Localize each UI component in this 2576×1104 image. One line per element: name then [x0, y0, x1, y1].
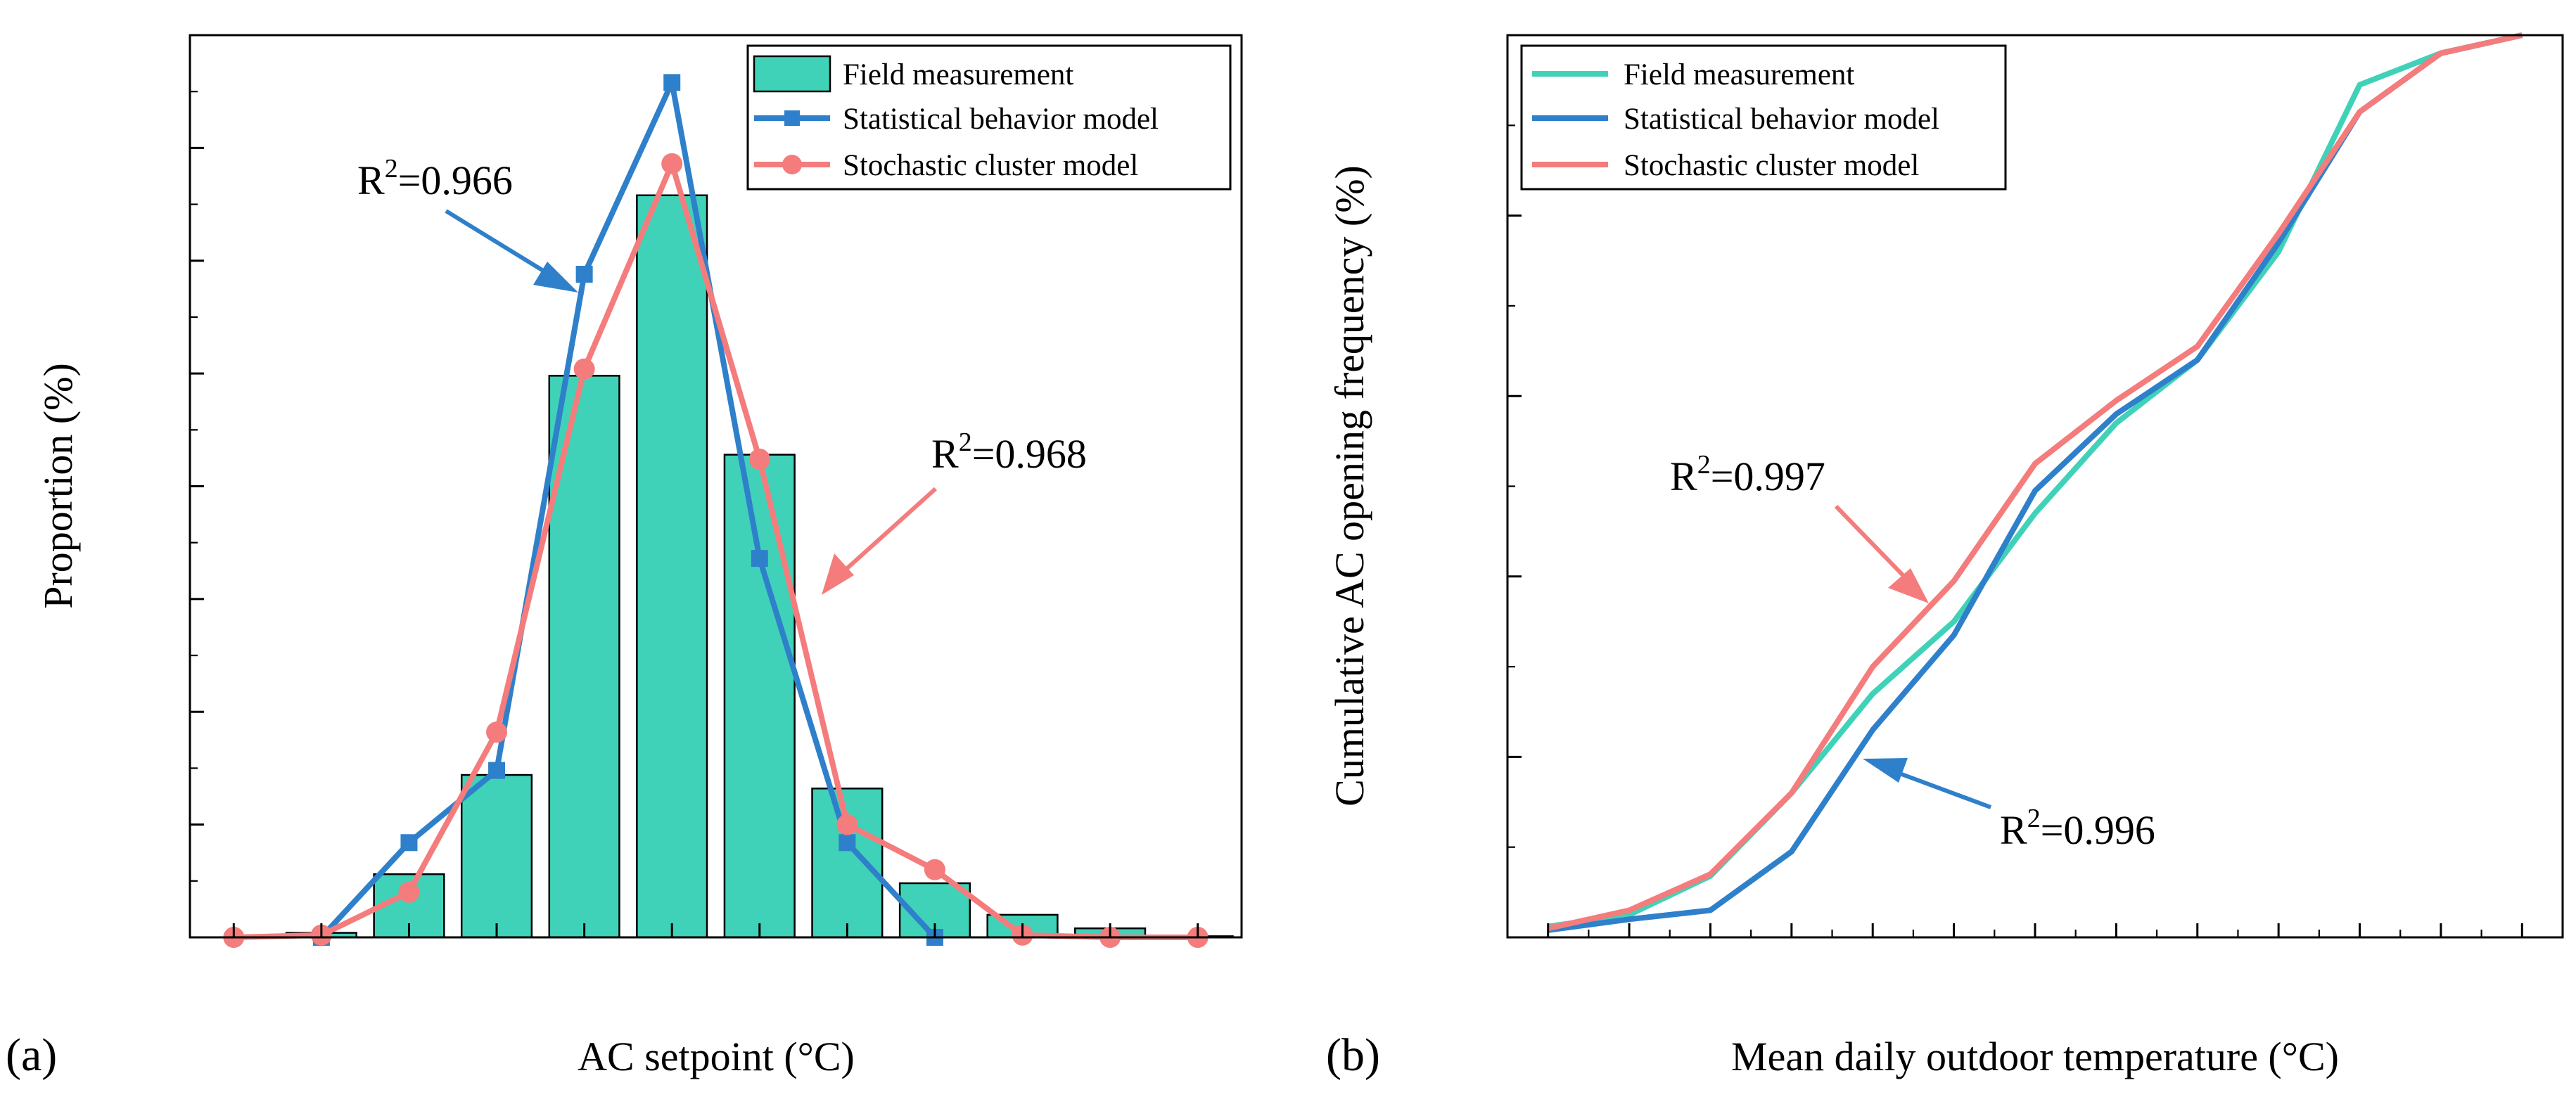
bar-field-28 [723, 454, 796, 939]
chart-b-ylabel: Cumulative AC opening frequency (%) [1327, 165, 1372, 807]
legend-a-marker-statistical [784, 110, 800, 126]
chart-b-axes [1507, 34, 2523, 939]
bar-field-26 [548, 375, 620, 939]
chart-a-arrowhead-statistical [533, 262, 578, 293]
legend-a-marker-cluster [782, 155, 802, 174]
chart-b-arrow-statistical [1891, 769, 1992, 809]
chart-a-ylabel: Proportion (%) [35, 363, 81, 609]
chart-b-arrow-cluster [1834, 504, 1908, 581]
line-statistical [319, 79, 937, 939]
point-statistical-27 [663, 74, 681, 91]
point-cluster-30 [924, 859, 945, 880]
chart-a-annotation-r2-cluster: R2=0.968 [931, 428, 1087, 477]
chart-a-arrowhead-cluster [822, 553, 854, 595]
chart-b-xlabel: Mean daily outdoor temperature (°C) [1731, 1034, 2339, 1079]
chart-a-xlabel: AC setpoint (°C) [578, 1034, 855, 1079]
chart-b-annotation-r2-statistical: R2=0.996 [2000, 804, 2155, 853]
legend-b-label-field: Field measurement [1624, 58, 1854, 91]
chart-a-arrow-cluster [842, 487, 938, 573]
point-cluster-27 [661, 153, 683, 174]
legend-b-label-statistical: Statistical behavior model [1624, 103, 1939, 136]
point-statistical-29 [839, 834, 856, 852]
point-cluster-28 [748, 449, 770, 470]
chart-b-lines [1547, 32, 2523, 933]
chart-b-arrowhead-statistical [1863, 758, 1908, 783]
legend-a-label-cluster: Stochastic cluster model [843, 149, 1138, 182]
point-cluster-24 [398, 881, 420, 903]
chart-a: AC setpoint (°C) Proportion (%) (a) R2=0… [6, 34, 1243, 1081]
legend-a-label-statistical: Statistical behavior model [843, 103, 1159, 136]
legend-a-label-field: Field measurement [843, 58, 1073, 91]
point-statistical-28 [751, 550, 768, 567]
chart-b-panel-label: (b) [1326, 1029, 1380, 1081]
chart-a-panel-label: (a) [6, 1029, 57, 1081]
bar-field-25 [460, 774, 533, 939]
chart-b-arrowhead-cluster [1888, 568, 1929, 603]
chart-a-annotation-r2-statistical: R2=0.966 [357, 154, 513, 203]
chart-b-legend: Field measurement Statistical behavior m… [1520, 44, 2007, 191]
line-cluster [234, 160, 1198, 940]
point-statistical-26 [575, 265, 593, 283]
chart-b: Mean daily outdoor temperature (°C) Cumu… [1326, 32, 2564, 1081]
bar-field-29 [811, 788, 884, 939]
point-statistical-25 [488, 762, 506, 779]
chart-a-lines [223, 74, 1209, 948]
line-b-cluster [1547, 32, 2523, 932]
chart-b-annotation-r2-cluster: R2=0.997 [1670, 450, 1825, 499]
chart-a-legend: Field measurement Statistical behavior m… [746, 44, 1232, 191]
chart-a-arrow-statistical [445, 209, 551, 277]
legend-a-swatch-field [753, 55, 831, 93]
bar-field-27 [636, 194, 708, 939]
point-cluster-26 [573, 358, 595, 380]
chart-a-axes [190, 34, 1199, 939]
point-statistical-24 [400, 834, 418, 852]
point-cluster-25 [486, 721, 508, 743]
point-cluster-29 [836, 814, 858, 835]
legend-b-label-cluster: Stochastic cluster model [1624, 149, 1919, 182]
